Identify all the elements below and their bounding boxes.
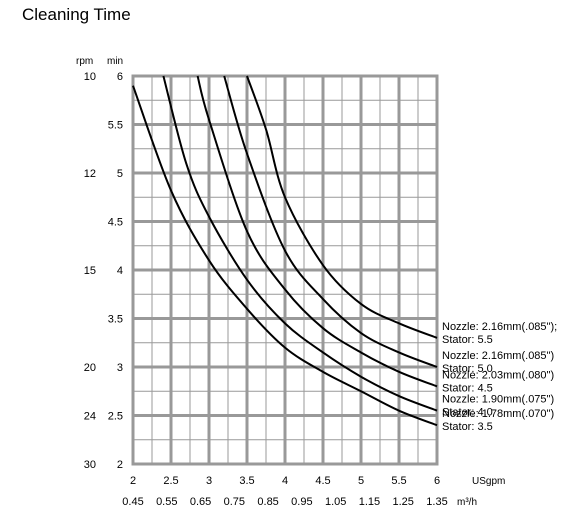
min-unit-label: min <box>107 56 123 67</box>
series-label-nozzle: Nozzle: 2.16mm(.085"); <box>442 321 557 333</box>
rpm-tick-label: 12 <box>84 168 96 180</box>
m3h-unit-label: m³/h <box>457 497 477 508</box>
chart-title: Cleaning Time <box>22 5 131 24</box>
x-tick-label: 4 <box>282 475 288 487</box>
series-label-stator: Stator: 4.5 <box>442 382 493 394</box>
y-tick-label: 2.5 <box>108 411 123 423</box>
x2-tick-label: 1.15 <box>359 496 380 508</box>
x2-tick-label: 1.25 <box>393 496 414 508</box>
rpm-unit-label: rpm <box>76 56 93 67</box>
x2-tick-label: 0.75 <box>224 496 245 508</box>
y-tick-label: 3 <box>117 362 123 374</box>
series-curve-1 <box>132 85 438 427</box>
series-label-stator: Stator: 5.5 <box>442 334 493 346</box>
y-tick-label: 4.5 <box>108 217 123 229</box>
x2-tick-label: 0.85 <box>257 496 278 508</box>
x2-tick-label: 0.65 <box>190 496 211 508</box>
rpm-tick-label: 24 <box>84 411 96 423</box>
series-label-nozzle: Nozzle: 1.78mm(.070") <box>442 408 554 420</box>
rpm-tick-label: 10 <box>84 71 96 83</box>
series-curve-4 <box>223 75 438 368</box>
rpm-tick-label: 15 <box>84 265 96 277</box>
rpm-tick-label: 30 <box>84 459 96 471</box>
x-tick-label: 5.5 <box>391 475 406 487</box>
x-tick-label: 3.5 <box>239 475 254 487</box>
y-tick-label: 2 <box>117 459 123 471</box>
x-tick-label: 3 <box>206 475 212 487</box>
series-labels: Nozzle: 1.78mm(.070")Stator: 3.5 Nozzle: … <box>442 321 557 433</box>
series-curve-5 <box>246 75 438 339</box>
x-tick-label: 6 <box>434 475 440 487</box>
x-tick-label: 4.5 <box>315 475 330 487</box>
series-label-nozzle: Nozzle: 1.90mm(.075") <box>442 394 554 406</box>
y-tick-label: 4 <box>117 265 123 277</box>
tick-labels: 2 2.5 3 3.5 4 4.5 5 5.5 6 0.45 0.55 0.65 0.75 0.85 0.9… <box>84 71 448 508</box>
x2-tick-label: 0.95 <box>291 496 312 508</box>
x-tick-label: 2 <box>130 475 136 487</box>
y-tick-label: 3.5 <box>108 314 123 326</box>
rpm-tick-label: 20 <box>84 362 96 374</box>
x-tick-label: 5 <box>358 475 364 487</box>
curves <box>132 75 438 427</box>
y-tick-label: 5.5 <box>108 120 123 132</box>
x2-tick-label: 1.35 <box>426 496 447 508</box>
grid <box>131 74 439 466</box>
series-label-stator: Stator: 3.5 <box>442 421 493 433</box>
x2-tick-label: 0.55 <box>156 496 177 508</box>
series-label-nozzle: Nozzle: 2.03mm(.080") <box>442 369 554 381</box>
series-curve-2 <box>162 75 438 412</box>
series-curve-3 <box>196 75 438 388</box>
series-label-stator: Stator: 5.0 <box>442 363 493 375</box>
y-tick-label: 6 <box>117 71 123 83</box>
series-label-nozzle: Nozzle: 2.16mm(.085") <box>442 350 554 362</box>
series-label-stator: Stator: 4.0 <box>442 407 493 419</box>
x2-tick-label: 0.45 <box>122 496 143 508</box>
usgpm-unit-label: USgpm <box>472 476 505 487</box>
x-tick-label: 2.5 <box>163 475 178 487</box>
x2-tick-label: 1.05 <box>325 496 346 508</box>
y-tick-label: 5 <box>117 168 123 180</box>
